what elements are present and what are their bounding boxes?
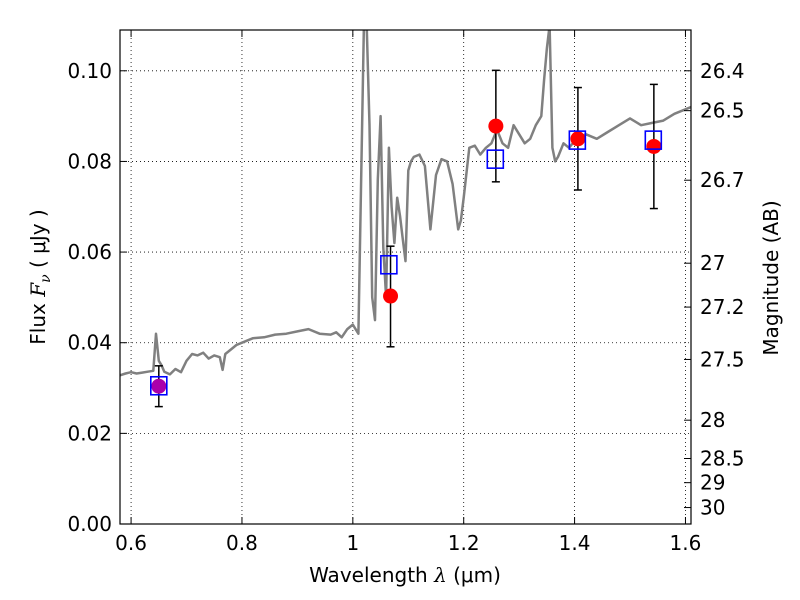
- y2-tick-label: 27.5: [700, 347, 745, 371]
- model-point: [150, 375, 168, 396]
- observed-points: [151, 118, 662, 394]
- y-tick-label: 0.08: [67, 149, 112, 173]
- y2-tick-label: 26.5: [700, 99, 745, 123]
- y-axis-ticks: 0.00 0.02 0.04 0.06 0.08 0.10: [67, 59, 127, 536]
- model-point: [644, 130, 663, 150]
- x-tick-label: 1: [346, 531, 359, 555]
- spectrum-layer: [120, 30, 691, 377]
- x-tick-label: 1.6: [670, 531, 702, 555]
- model-point: [568, 130, 587, 150]
- observed-point: [488, 118, 504, 134]
- y-tick-label: 0.00: [67, 512, 112, 536]
- observed-point: [151, 378, 167, 394]
- x-axis-label: Wavelength λ (μm): [309, 563, 501, 587]
- y2-tick-label: 26.7: [700, 168, 745, 192]
- y2-axis-label: Magnitude (AB): [759, 200, 783, 355]
- plot-frame: [119, 29, 692, 525]
- model-point: [486, 149, 505, 169]
- observed-point: [646, 138, 662, 154]
- observed-point: [570, 131, 586, 147]
- y-tick-label: 0.06: [67, 240, 112, 264]
- y2-tick-label: 28: [700, 408, 725, 432]
- x-axis-ticks: 0.6 0.8 1 1.2 1.4 1.6: [115, 30, 701, 555]
- x-tick-label: 0.6: [115, 531, 147, 555]
- x-tick-label: 1.4: [559, 531, 591, 555]
- model-point: [380, 254, 398, 275]
- model-points: [150, 130, 663, 396]
- spectrum-line: [120, 30, 691, 377]
- y2-tick-label: 27.2: [700, 295, 745, 319]
- y2-tick-label: 30: [700, 496, 725, 520]
- y2-tick-label: 28.5: [700, 446, 745, 470]
- y-tick-label: 0.10: [67, 59, 112, 83]
- y-tick-label: 0.04: [67, 331, 112, 355]
- observed-point: [383, 288, 399, 304]
- x-tick-label: 1.2: [448, 531, 480, 555]
- y-axis-label: Flux Fν ( μJy ): [26, 209, 54, 344]
- y2-tick-label: 27: [700, 251, 725, 275]
- y2-tick-label: 29: [700, 471, 725, 495]
- x-tick-label: 0.8: [226, 531, 258, 555]
- y-tick-label: 0.02: [67, 421, 112, 445]
- y2-tick-label: 26.4: [700, 59, 745, 83]
